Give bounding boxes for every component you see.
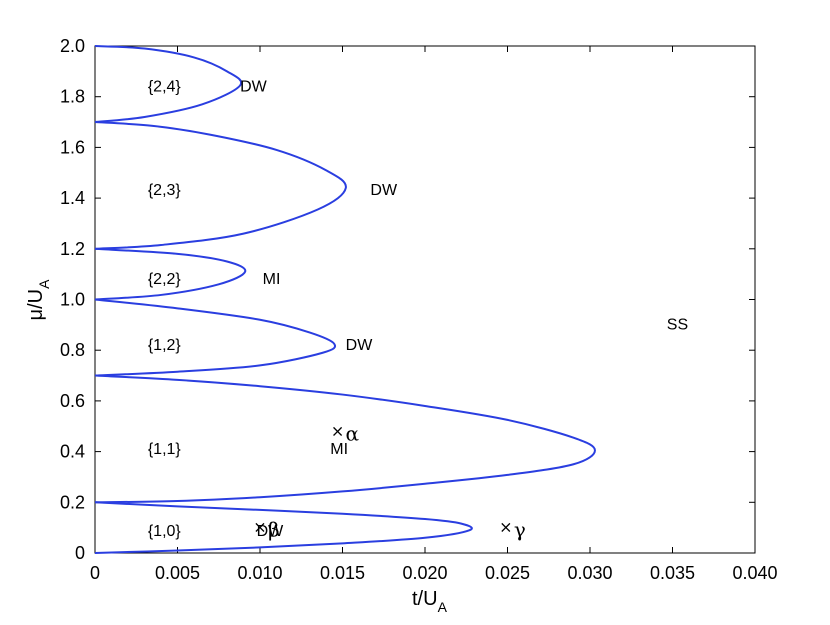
y-tick-label: 0 [75,543,85,563]
region-label: {1,2} [148,337,182,354]
region-label: {1,1} [148,441,182,458]
phase-boundaries [94,45,596,554]
x-tick-label: 0.005 [155,563,200,583]
region-labels: {2,4} DW {2,3} DW {2,2} MI {1,2} DW {1,1} MI {1,0}… [148,78,688,540]
region-label: DW [240,78,268,95]
y-tick-label: 2.0 [60,36,85,56]
point-marker: × [253,518,266,537]
x-tick-label: 0.030 [567,563,612,583]
phase-boundary-lobe-2 [94,374,596,504]
y-tick-label: 0.6 [60,391,85,411]
region-label: DW [257,523,285,540]
region-label: MI [263,271,281,288]
region-label: SS [667,317,688,334]
region-label: {2,4} [148,78,182,95]
y-tick-label: 1.6 [60,137,85,157]
region-label: {2,3} [148,182,182,199]
point-marker: × [331,421,344,440]
point-marker-label: α [346,421,360,445]
region-label: MI [330,441,348,458]
point-marker-label: β [268,518,280,542]
axis-ticks: 0 0.005 0.010 0.015 0.020 0.025 0.030 0.035 0.04… [60,36,778,583]
y-tick-label: 1.8 [60,87,85,107]
x-tick-label: 0.010 [237,563,282,583]
y-tick-label: 1.2 [60,239,85,259]
y-tick-label: 0.8 [60,340,85,360]
x-tick-label: 0.015 [320,563,365,583]
x-tick-label: 0.040 [732,563,777,583]
region-label: DW [370,182,398,199]
y-tick-label: 0.2 [60,492,85,512]
y-axis-label: μ/UA [25,279,52,321]
x-tick-label: 0.020 [402,563,447,583]
region-label: DW [346,337,374,354]
point-marker-label: γ [514,518,526,542]
phase-boundary-lobe-4 [94,247,247,301]
x-tick-label: 0.035 [650,563,695,583]
phase-boundary-lobe-1 [94,501,473,554]
point-marker: × [499,518,512,537]
x-axis-label: t/UA [412,588,448,615]
y-tick-label: 1.4 [60,188,85,208]
phase-boundary-lobe-5 [94,121,347,250]
x-tick-label: 0 [90,563,100,583]
chart-frame [94,45,756,554]
point-markers: × α× β × γ [253,421,526,541]
region-label: {1,0} [148,523,182,540]
x-tick-label: 0.025 [485,563,530,583]
y-tick-label: 0.4 [60,442,85,462]
y-tick-label: 1.0 [60,290,85,310]
phase-boundary-lobe-3 [94,298,337,377]
region-label: {2,2} [148,271,182,288]
phase-boundary-lobe-6 [94,45,243,124]
